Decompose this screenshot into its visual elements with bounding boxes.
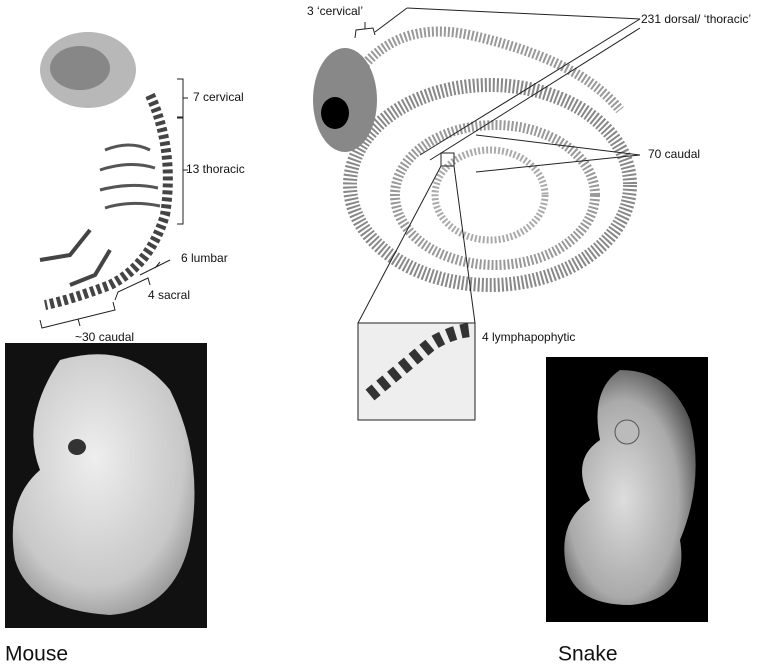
leader: [357, 165, 442, 324]
mouse-skeleton: [39, 32, 173, 310]
leader: [475, 134, 641, 156]
leader: [374, 7, 408, 33]
zoom-inset: [357, 322, 476, 421]
caption: Mouse: [5, 643, 68, 666]
label: ~30 caudal: [75, 330, 134, 344]
label: 3 ‘cervical’: [307, 4, 363, 18]
bracket: [354, 22, 376, 39]
mouse-embryo: [12, 354, 195, 615]
label: 231 dorsal/ ‘thoracic’: [641, 12, 751, 26]
label: 13 thoracic: [186, 162, 245, 176]
snake-embryo: [564, 370, 696, 605]
leader: [429, 27, 641, 161]
snake-skeleton: [313, 26, 637, 292]
label: 7 cervical: [193, 90, 244, 104]
label: 4 lymphapophytic: [482, 330, 575, 344]
leader: [419, 18, 641, 156]
leader: [406, 7, 641, 20]
label: 4 sacral: [148, 288, 190, 302]
bracket: [39, 301, 116, 329]
zoom-box: [440, 152, 455, 167]
bracket: [177, 78, 188, 118]
label: 6 lumbar: [181, 251, 228, 265]
caption: Snake: [558, 643, 618, 666]
bracket: [114, 277, 151, 301]
bracket: [139, 259, 171, 276]
bracket: [177, 117, 188, 225]
leader: [453, 165, 476, 324]
leader: [475, 154, 641, 173]
label: 70 caudal: [648, 147, 700, 161]
